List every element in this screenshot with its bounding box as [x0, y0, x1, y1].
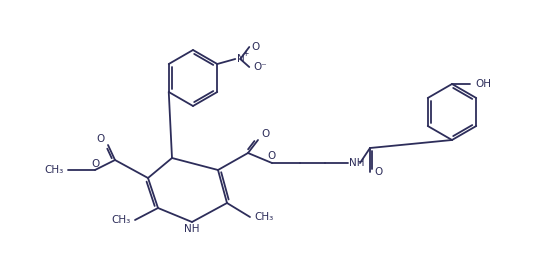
Text: NH: NH: [184, 224, 200, 234]
Text: O: O: [97, 134, 105, 144]
Text: CH₃: CH₃: [112, 215, 131, 225]
Text: O: O: [374, 167, 382, 177]
Text: O: O: [92, 159, 100, 169]
Text: O: O: [261, 129, 269, 139]
Text: OH: OH: [475, 79, 491, 89]
Text: O: O: [251, 42, 259, 52]
Text: O: O: [268, 151, 276, 161]
Text: O⁻: O⁻: [253, 62, 267, 72]
Text: NH: NH: [349, 158, 365, 168]
Text: CH₃: CH₃: [45, 165, 64, 175]
Text: CH₃: CH₃: [254, 212, 273, 222]
Text: N: N: [237, 54, 245, 64]
Text: +: +: [242, 48, 249, 57]
